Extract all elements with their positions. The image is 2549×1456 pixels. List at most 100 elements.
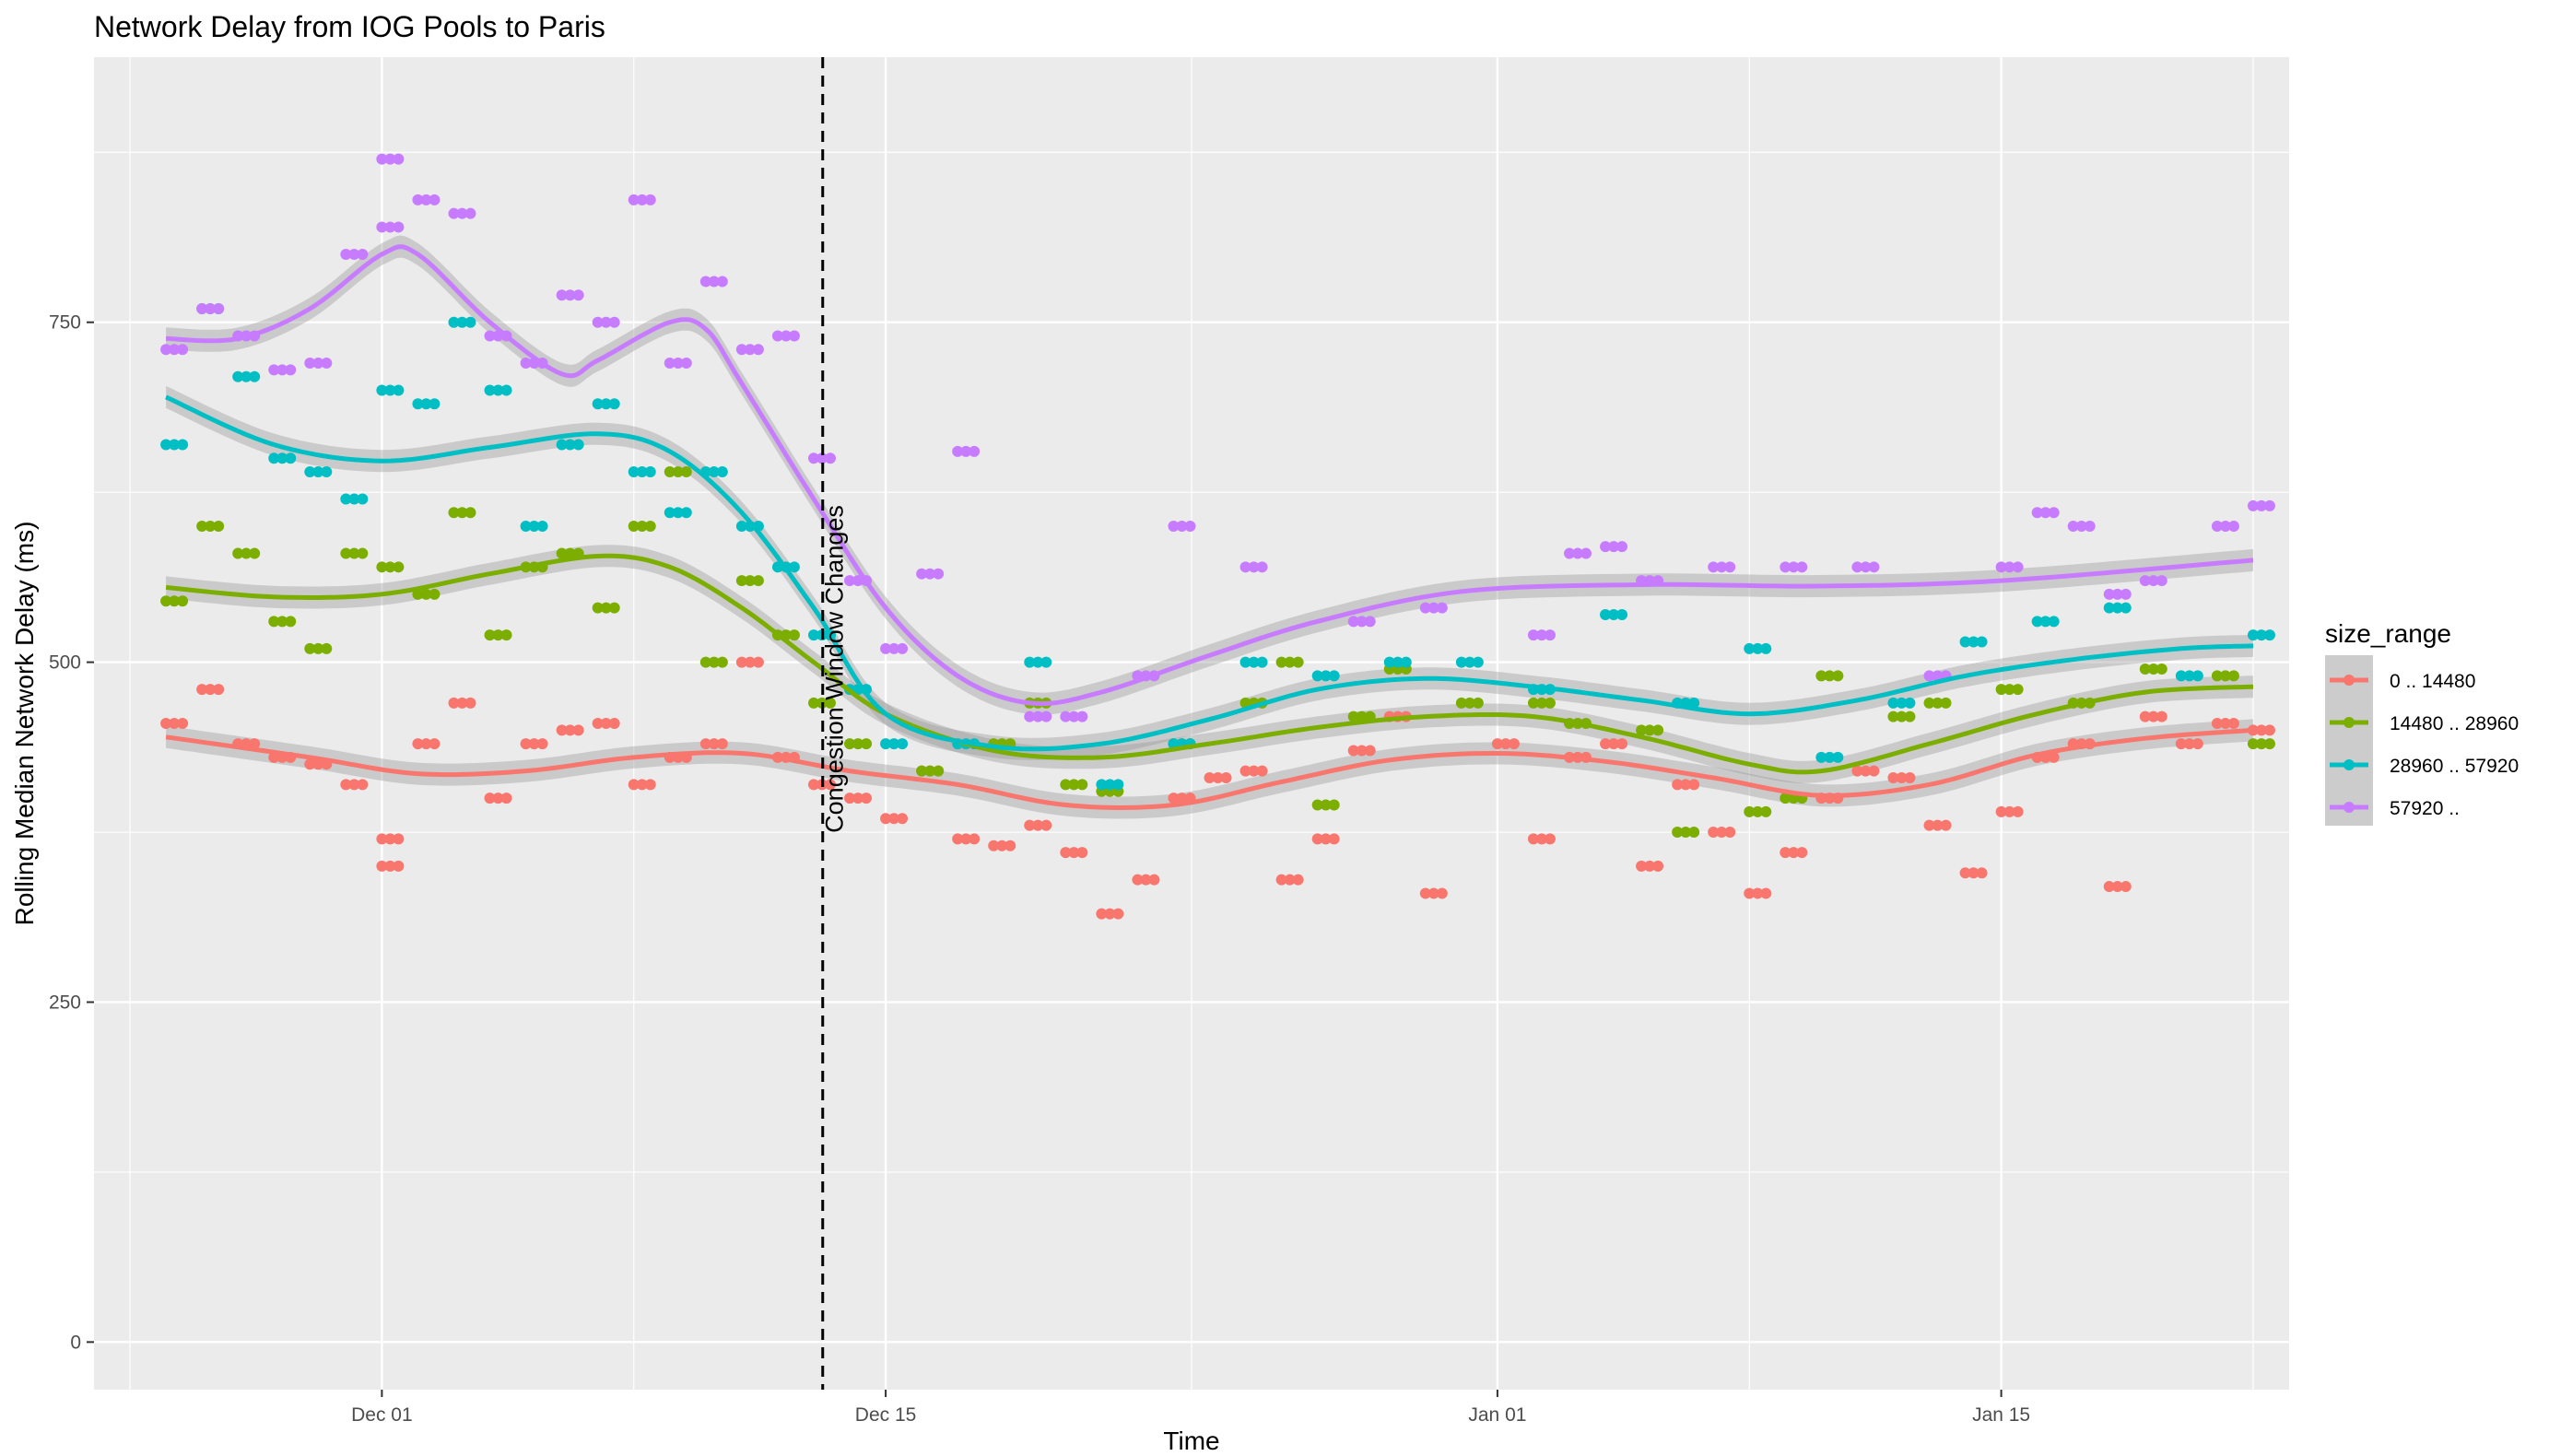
data-point (393, 860, 405, 872)
data-point (1132, 874, 1144, 886)
data-point (564, 439, 576, 451)
data-point (708, 738, 720, 750)
data-point (1248, 561, 1260, 573)
data-point (564, 289, 576, 301)
data-point (628, 194, 640, 205)
data-point (1292, 656, 1304, 668)
data-point (1491, 738, 1503, 750)
data-point (880, 738, 892, 750)
data-point (1896, 697, 1908, 709)
data-point (2120, 881, 2132, 893)
data-point (1868, 561, 1880, 573)
data-point (816, 452, 828, 464)
data-point (1204, 772, 1216, 784)
data-point (807, 697, 819, 709)
legend-key-point (2343, 802, 2355, 813)
data-point (500, 384, 512, 396)
data-point (1239, 765, 1251, 777)
data-point (1995, 805, 2007, 817)
data-point (1744, 642, 1756, 654)
data-point (448, 316, 460, 328)
data-point (592, 316, 604, 328)
data-point (880, 642, 892, 654)
data-point (2012, 561, 2024, 573)
data-point (1780, 847, 1791, 859)
data-point (2219, 670, 2231, 682)
data-point (916, 765, 928, 777)
data-point (1184, 521, 1196, 533)
data-point (1752, 805, 1764, 817)
data-point (241, 370, 253, 382)
data-point (448, 697, 460, 709)
data-point (636, 521, 648, 533)
data-point (1104, 779, 1116, 791)
data-point (592, 718, 604, 729)
data-point (1724, 561, 1736, 573)
data-point (520, 738, 532, 750)
data-point (321, 357, 333, 369)
data-point (2067, 521, 2079, 533)
data-point (2003, 805, 2015, 817)
data-point (1436, 887, 1448, 899)
data-point (2211, 521, 2223, 533)
data-point (888, 813, 900, 825)
data-point (1887, 772, 1899, 784)
y-tick-label: 250 (49, 992, 81, 1013)
data-point (861, 793, 873, 804)
data-point (1959, 636, 1971, 648)
data-point (1680, 779, 1692, 791)
data-point (1256, 561, 1268, 573)
data-point (321, 642, 333, 654)
data-point (1788, 561, 1800, 573)
data-point (564, 547, 576, 559)
data-point (1544, 697, 1556, 709)
data-point (2111, 881, 2123, 893)
data-point (1032, 656, 1044, 668)
data-point (2191, 738, 2203, 750)
data-point (699, 656, 711, 668)
data-point (1024, 710, 1036, 722)
data-point (357, 779, 369, 791)
data-point (384, 561, 396, 573)
data-point (916, 568, 928, 580)
legend-label: 14480 .. 28960 (2390, 713, 2519, 734)
data-point (348, 248, 360, 260)
data-point (1284, 656, 1296, 668)
data-point (1239, 561, 1251, 573)
data-point (699, 276, 711, 288)
smooth-line-3 (166, 244, 2254, 707)
data-point (528, 521, 540, 533)
data-point (420, 194, 432, 205)
data-point (897, 813, 909, 825)
data-point (2031, 616, 2043, 628)
data-point (1652, 860, 1664, 872)
x-axis-title: Time (1163, 1427, 1219, 1455)
data-point (644, 521, 656, 533)
data-point (429, 398, 440, 410)
data-point (924, 568, 936, 580)
data-point (2175, 738, 2187, 750)
data-point (1364, 616, 1376, 628)
data-point (393, 561, 405, 573)
data-point (268, 616, 280, 628)
data-point (1608, 738, 1620, 750)
data-point (2155, 663, 2167, 675)
data-point (312, 466, 324, 478)
data-point (1068, 779, 1080, 791)
data-point (285, 364, 297, 376)
data-point (1923, 670, 1935, 682)
data-point (456, 507, 468, 519)
data-point (1292, 874, 1304, 886)
data-point (1824, 670, 1836, 682)
data-point (1527, 697, 1539, 709)
x-tick-label: Dec 01 (351, 1404, 413, 1426)
data-point (1815, 751, 1827, 763)
data-point (1284, 874, 1296, 886)
data-point (1616, 608, 1628, 620)
annotation-label: Congestion Window Changes (821, 505, 849, 833)
data-point (2012, 684, 2024, 696)
data-point (1356, 710, 1368, 722)
data-point (664, 466, 675, 478)
data-point (608, 602, 620, 614)
